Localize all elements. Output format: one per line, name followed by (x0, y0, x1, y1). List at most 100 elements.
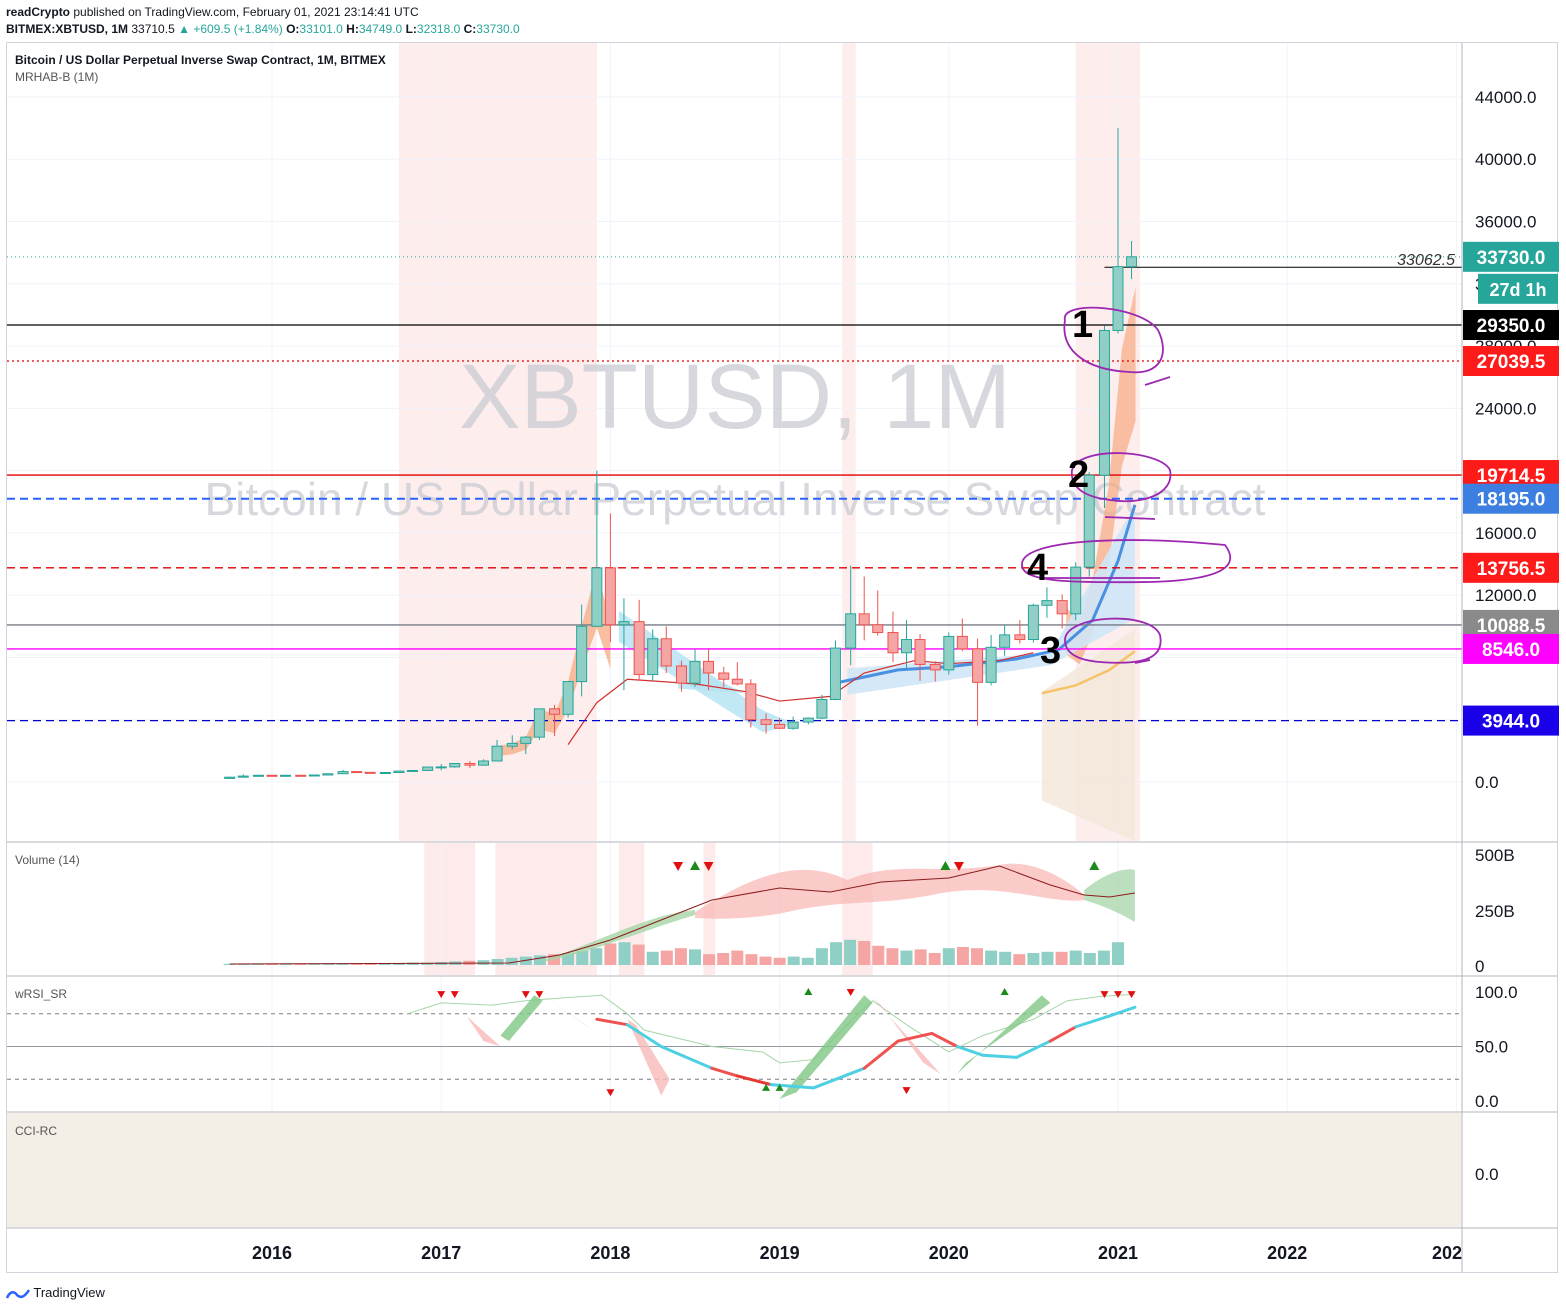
candle-body (337, 771, 349, 775)
volume-bar (745, 954, 758, 965)
rsi-down-arrow-icon (1100, 991, 1109, 999)
volume-bar (533, 955, 546, 965)
rsi-signal-segment (1108, 1005, 1137, 1018)
volume-bar (1083, 953, 1096, 965)
hand-annotations: 1 2 4 3 (1021, 304, 1232, 672)
annotation-number: 4 (1027, 547, 1048, 589)
volume-bar (646, 951, 659, 965)
candle-body (1083, 474, 1095, 568)
rsi-signal-segment (930, 1031, 959, 1048)
volume-bar (830, 942, 842, 965)
candle-body (660, 638, 672, 667)
price-tick-label: 40000.0 (1475, 150, 1536, 169)
level-price-tag-text: 8546.0 (1482, 640, 1540, 661)
cci-tick-label: 0.0 (1475, 1165, 1499, 1184)
price-tick-label: 36000.0 (1475, 212, 1536, 231)
candle-body (872, 624, 884, 634)
candle-body (393, 770, 405, 774)
annotation-number: 3 (1040, 630, 1061, 672)
level-price-tag: 8546.0 (1463, 633, 1559, 664)
rsi-signal-segment (595, 1017, 629, 1027)
candle-body (237, 775, 249, 778)
level-price-tag-bg (1463, 633, 1559, 664)
level-price-tag-text: 29350.0 (1477, 316, 1546, 337)
rsi-tick-label: 50.0 (1475, 1038, 1508, 1057)
purple-circle-annotation (1021, 539, 1232, 584)
price-tick-label: 12000.0 (1475, 586, 1536, 605)
candle-body (829, 647, 841, 700)
level-price-tag: 29350.0 (1463, 310, 1559, 341)
candle-body (1041, 600, 1053, 606)
candle-body (604, 567, 616, 626)
candle-body (506, 742, 518, 747)
horizontal-levels[interactable]: 33062.5 (7, 252, 1462, 722)
rsi-cloud (872, 997, 941, 1074)
volume-tick-label: 500B (1475, 846, 1515, 865)
wrsi-pane-title: wRSI_SR (14, 987, 67, 1001)
price-tick-label: 16000.0 (1475, 524, 1536, 543)
time-tick-label: 2022 (1267, 1243, 1307, 1263)
volume-bar (942, 948, 955, 965)
candle-body (549, 708, 561, 715)
rsi-down-arrow-icon (450, 991, 459, 999)
candle-body (929, 663, 941, 671)
candle-body (1126, 256, 1138, 268)
candle-body (647, 638, 659, 676)
volume-down-arrow-icon (953, 862, 964, 871)
purple-circle-annotation (1064, 617, 1162, 664)
candle-body (887, 632, 899, 654)
price-axis[interactable]: 44000.040000.036000.032000.028000.024000… (1463, 88, 1559, 1184)
candle-body (364, 771, 376, 774)
volume-bar (1055, 951, 1068, 965)
open-value: 33101.0 (299, 22, 343, 36)
time-tick-label: 2018 (590, 1243, 630, 1263)
volume-bar (1069, 950, 1082, 965)
symbol-name[interactable]: BITMEX:XBTUSD, 1M (6, 22, 129, 36)
candle-body (406, 769, 418, 772)
volume-bar (505, 957, 518, 965)
candle-body (1070, 566, 1082, 615)
tradingview-logo-icon (6, 1288, 30, 1299)
volume-bar (717, 953, 730, 965)
volume-bar (815, 948, 828, 965)
volume-bar (1027, 953, 1040, 965)
pane-separators (7, 43, 1557, 1272)
candle-body (760, 719, 772, 725)
volume-bar (336, 963, 349, 965)
rsi-signal-segment (625, 1023, 663, 1048)
volume-bar (844, 939, 857, 965)
annotation-number: 1 (1072, 304, 1093, 346)
price-change: +609.5 (+1.84%) (193, 22, 283, 36)
rsi-cloud (627, 1019, 670, 1096)
tradingview-logo[interactable]: TradingView (6, 1285, 105, 1300)
volume-up-arrow-icon (940, 861, 951, 870)
author-name[interactable]: readCrypto (6, 5, 71, 19)
volume-highlight-band (424, 843, 476, 975)
volume-bar (1013, 954, 1026, 965)
rsi-down-arrow-icon (521, 991, 530, 999)
volume-bar (956, 947, 969, 965)
rsi-tick-label: 100.0 (1475, 983, 1518, 1002)
level-price-tag-text: 13756.5 (1477, 559, 1546, 580)
wrsi-pane (7, 988, 1462, 1099)
volume-bar (886, 948, 899, 965)
rsi-up-arrow-icon (804, 988, 813, 995)
level-price-tag-bg (1463, 483, 1559, 514)
candle-body (731, 678, 743, 685)
candle-body (901, 639, 912, 654)
countdown-tag-bg (1478, 273, 1558, 304)
purple-circle-annotation (1071, 452, 1172, 520)
blue-moving-average (838, 504, 1137, 684)
candle-body (985, 646, 997, 683)
rsi-cloud (957, 995, 1051, 1074)
time-axis[interactable]: 2016 2017 2018 2019 2020 2021 2022 202 (252, 1243, 1462, 1263)
volume-bar (576, 950, 589, 965)
volume-cloud (695, 863, 1085, 919)
annotation-number: 2 (1068, 454, 1089, 496)
low-value: 32318.0 (416, 22, 461, 36)
volume-bar (223, 963, 236, 965)
volume-pane (223, 861, 1135, 965)
rsi-up-arrow-icon (762, 1083, 771, 1091)
candles[interactable] (224, 128, 1138, 779)
